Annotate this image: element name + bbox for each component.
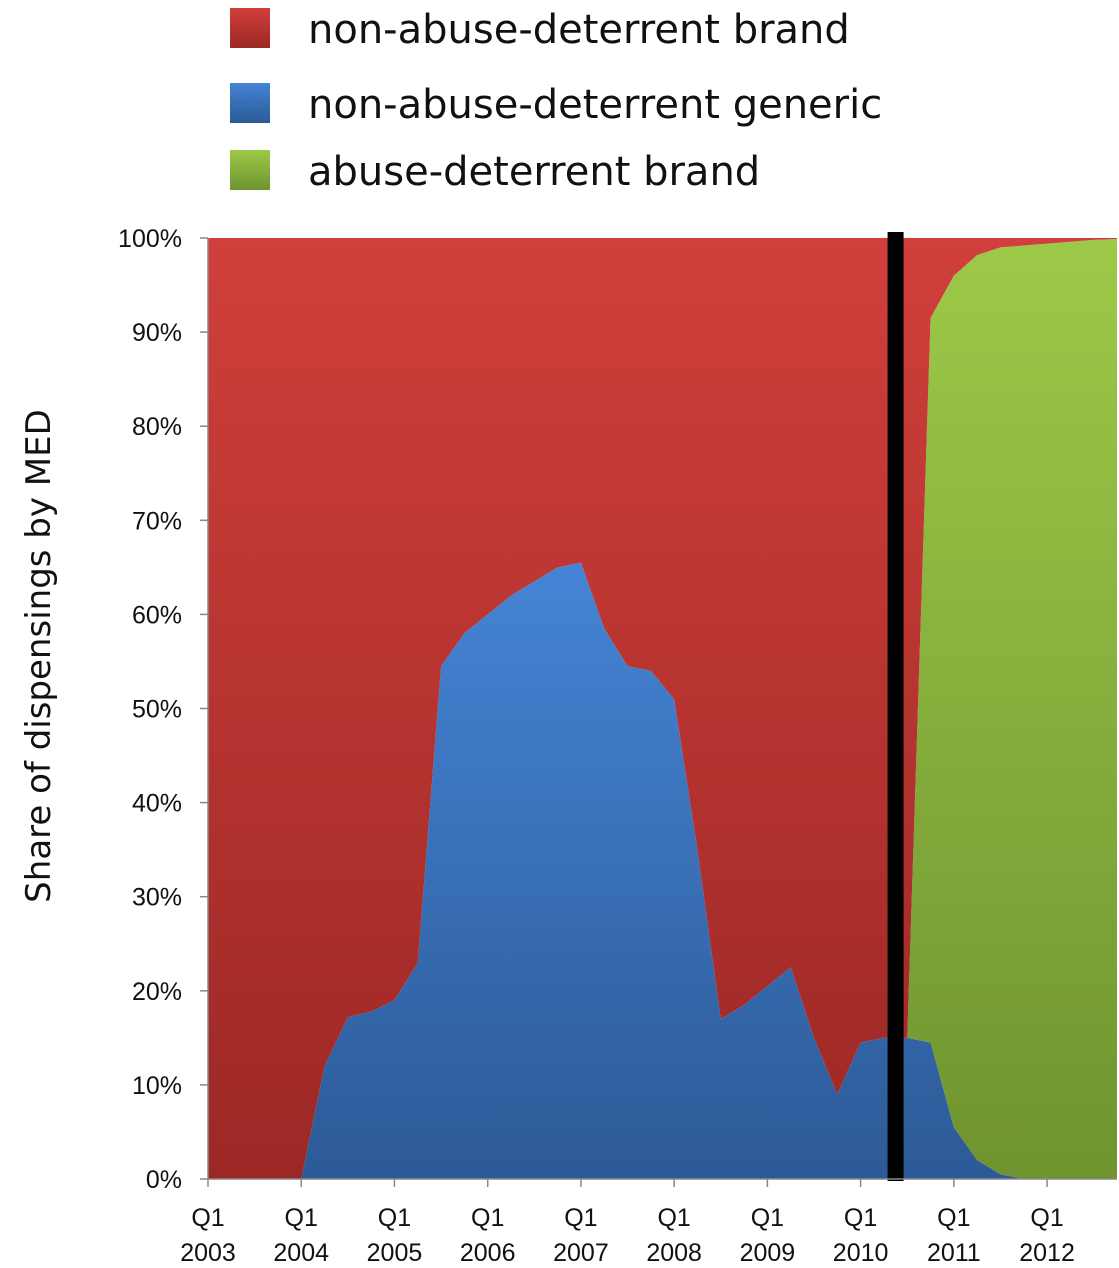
x-tick-label-quarter: Q1 (751, 1204, 784, 1232)
x-tick-label-year: 2012 (1019, 1239, 1075, 1267)
y-tick-label: 40% (132, 790, 182, 818)
x-tick-label-year: 2003 (180, 1239, 236, 1267)
legend-swatch-blue (230, 83, 270, 123)
legend-item-abuse-deterrent-brand: abuse-deterrent brand (230, 149, 760, 195)
y-tick-label: 70% (132, 507, 182, 535)
legend-swatch-red (230, 8, 270, 48)
x-tick-label-year: 2004 (273, 1239, 329, 1267)
x-tick-label-quarter: Q1 (378, 1204, 411, 1232)
x-tick-label-year: 2010 (833, 1239, 889, 1267)
plot-area (207, 232, 1117, 1181)
x-tick-label-quarter: Q1 (191, 1204, 224, 1232)
y-tick-label: 20% (132, 978, 182, 1006)
legend-item-non-abuse-deterrent-generic: non-abuse-deterrent generic (230, 82, 882, 128)
x-tick-label-quarter: Q1 (1030, 1204, 1063, 1232)
x-tick-label-year: 2005 (367, 1239, 423, 1267)
y-tick-label: 100% (118, 225, 182, 253)
legend: non-abuse-deterrent brand non-abuse-dete… (230, 7, 882, 195)
x-tick-label-quarter: Q1 (657, 1204, 690, 1232)
legend-swatch-green (230, 150, 270, 190)
y-tick-label: 0% (146, 1166, 182, 1194)
y-tick-label: 80% (132, 413, 182, 441)
x-tick-label-year: 2006 (460, 1239, 516, 1267)
x-axis: Q1 2003 Q1 2004 Q1 2005 Q1 2006 Q1 2007 Q1 2008 Q1 20… (180, 1179, 1075, 1267)
legend-label: abuse-deterrent brand (308, 149, 760, 195)
area-non-abuse-deterrent-generic (208, 562, 1117, 1179)
x-tick-label-quarter: Q1 (937, 1204, 970, 1232)
legend-label: non-abuse-deterrent generic (308, 82, 882, 128)
x-tick-label-quarter: Q1 (285, 1204, 318, 1232)
y-axis: 0% 10% 20% 30% 40% 50% 60% 70% 80% 90% 100% (118, 225, 208, 1194)
x-tick-label-quarter: Q1 (564, 1204, 597, 1232)
y-tick-label: 10% (132, 1072, 182, 1100)
legend-label: non-abuse-deterrent brand (308, 7, 850, 53)
x-tick-label-year: 2008 (646, 1239, 702, 1267)
y-tick-label: 50% (132, 696, 182, 724)
x-tick-label-year: 2007 (553, 1239, 609, 1267)
y-tick-label: 30% (132, 884, 182, 912)
x-tick-label-quarter: Q1 (471, 1204, 504, 1232)
y-tick-label: 90% (132, 319, 182, 347)
legend-item-non-abuse-deterrent-brand: non-abuse-deterrent brand (230, 7, 850, 53)
y-tick-label: 60% (132, 601, 182, 629)
x-tick-label-year: 2011 (927, 1239, 981, 1267)
x-tick-label-quarter: Q1 (844, 1204, 877, 1232)
area-abuse-deterrent-brand (208, 238, 1117, 1179)
y-axis-label: Share of dispensings by MED (19, 409, 59, 903)
x-tick-label-year: 2009 (740, 1239, 796, 1267)
